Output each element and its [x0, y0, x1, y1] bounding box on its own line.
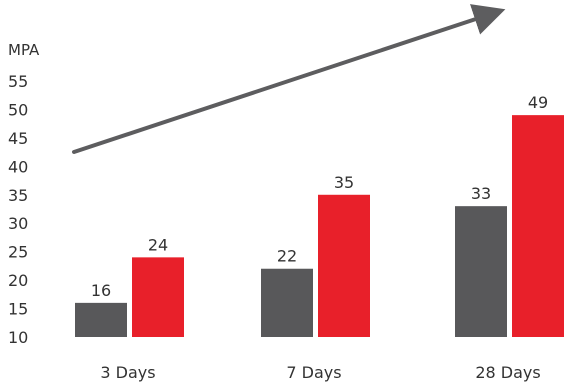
y-tick-label: 15: [8, 300, 28, 319]
y-axis-ticks: 10 15 20 25 30 35 40 45 50 55: [8, 72, 28, 347]
bars: [75, 115, 564, 337]
trend-arrow: [72, 4, 506, 154]
bar: [512, 115, 564, 337]
y-tick-label: 10: [8, 328, 28, 347]
y-tick-label: 20: [8, 271, 28, 290]
data-label: 24: [148, 235, 168, 254]
data-label: 22: [277, 247, 297, 266]
y-tick-label: 30: [8, 214, 28, 233]
data-labels: 16 24 22 35 33 49: [91, 93, 548, 300]
x-axis-labels: 3 Days 7 Days 28 Days: [100, 363, 540, 382]
y-tick-label: 35: [8, 186, 28, 205]
data-label: 16: [91, 281, 111, 300]
bar: [455, 206, 507, 337]
data-label: 33: [471, 184, 491, 203]
bar: [318, 194, 370, 337]
y-axis-unit-label: MPA: [8, 41, 40, 59]
data-label: 35: [334, 173, 354, 192]
x-tick-label: 7 Days: [286, 363, 341, 382]
y-tick-label: 50: [8, 100, 28, 119]
x-tick-label: 3 Days: [100, 363, 155, 382]
data-label: 49: [528, 93, 548, 112]
y-tick-label: 40: [8, 157, 28, 176]
bar: [261, 268, 313, 337]
bar: [75, 302, 127, 337]
x-tick-label: 28 Days: [475, 363, 540, 382]
y-tick-label: 55: [8, 72, 28, 91]
bar: [132, 257, 184, 337]
y-tick-label: 45: [8, 129, 28, 148]
y-tick-label: 25: [8, 243, 28, 262]
